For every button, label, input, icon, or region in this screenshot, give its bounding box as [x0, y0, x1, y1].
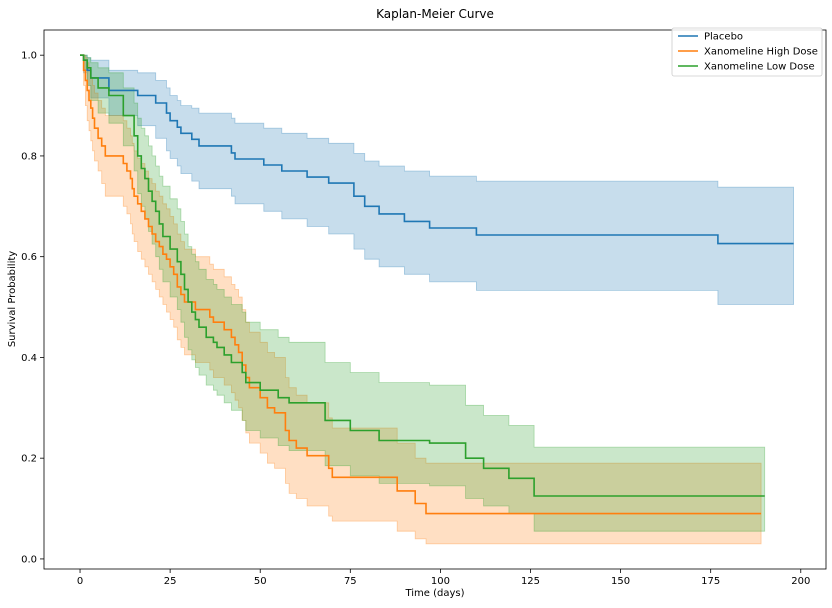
x-tick-label: 175	[701, 576, 720, 587]
x-tick-label: 100	[431, 576, 450, 587]
y-axis-ticks: 0.0 0.2 0.4 0.6 0.8 1.0	[21, 51, 44, 565]
y-tick-label: 0.2	[21, 454, 37, 465]
survival-line-xanomeline-high-dose	[80, 54, 762, 515]
survival-lines	[80, 54, 794, 515]
y-tick-label: 0.6	[21, 252, 37, 263]
legend-label-xanomeline-low-dose: Xanomeline Low Dose	[704, 62, 815, 73]
confidence-band-xanomeline-low-dose	[80, 54, 766, 532]
x-tick-label: 125	[521, 576, 540, 587]
survival-line-placebo	[80, 54, 794, 245]
y-axis-label: Survival Probability	[7, 251, 18, 347]
legend: Placebo Xanomeline High Dose Xanomeline Lo…	[671, 27, 823, 77]
y-tick-label: 1.0	[21, 51, 37, 62]
x-tick-label: 150	[611, 576, 630, 587]
confidence-band-placebo	[80, 54, 794, 305]
confidence-band-xanomeline-high-dose	[80, 54, 762, 545]
x-tick-label: 75	[344, 576, 357, 587]
y-tick-label: 0.8	[21, 151, 37, 162]
chart-title: Kaplan-Meier Curve	[376, 7, 494, 21]
survival-line-xanomeline-low-dose	[80, 54, 765, 497]
confidence-bands	[80, 54, 794, 545]
x-axis-label: Time (days)	[404, 588, 464, 599]
legend-frame	[671, 27, 823, 77]
plot-frame	[43, 29, 827, 570]
x-tick-label: 0	[77, 576, 83, 587]
legend-label-xanomeline-high-dose: Xanomeline High Dose	[704, 47, 818, 58]
x-tick-label: 200	[791, 576, 810, 587]
x-axis-ticks: 0 25 50 75 100 125 150 175 200	[77, 569, 810, 587]
y-tick-label: 0.4	[21, 353, 37, 364]
x-tick-label: 25	[164, 576, 177, 587]
x-tick-label: 50	[254, 576, 267, 587]
y-tick-label: 0.0	[21, 554, 37, 565]
legend-label-placebo: Placebo	[704, 32, 743, 43]
